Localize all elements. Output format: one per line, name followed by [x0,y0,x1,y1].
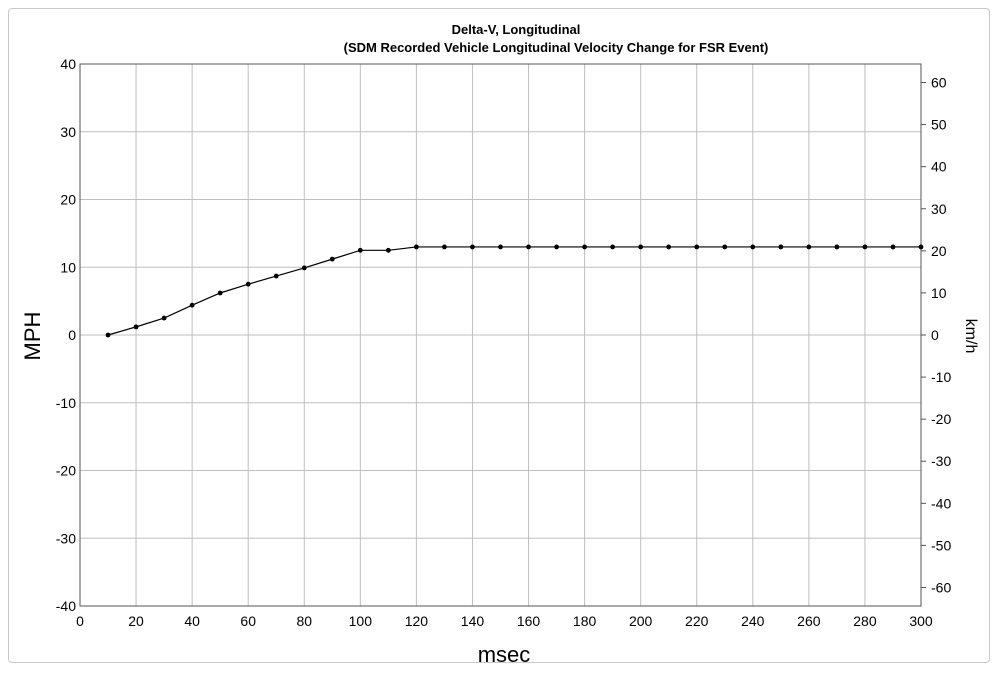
data-point [245,281,251,287]
y2-axis-label: km/h [962,319,979,354]
y2-tick-label: 50 [931,117,947,133]
data-point [273,273,279,279]
x-tick-label: 60 [240,613,256,629]
data-point [806,244,812,250]
data-point [638,244,644,250]
y2-tick-label: -30 [931,453,951,469]
x-axis-label: msec [478,642,531,667]
data-point [357,247,363,253]
data-point [217,290,223,296]
data-point [834,244,840,250]
y2-tick-label: -40 [931,495,951,511]
y2-tick-label: 40 [931,159,947,175]
y2-tick-label: 0 [931,327,939,343]
x-tick-label: 180 [573,613,597,629]
data-point [610,244,616,250]
data-point [750,244,756,250]
data-point [470,244,475,250]
chart-title: Delta-V, Longitudinal [452,22,581,37]
x-tick-label: 20 [128,613,144,629]
y2-tick-label: 20 [931,243,947,259]
data-point [329,256,335,262]
x-tick-label: 220 [685,613,709,629]
y-tick-label: 10 [60,259,76,275]
data-point [414,244,419,250]
x-tick-label: 240 [741,613,765,629]
x-tick-label: 140 [461,613,485,629]
y-tick-label: -40 [56,598,76,614]
data-point [890,244,896,250]
data-point [105,332,111,338]
y-tick-label: 20 [60,192,76,208]
x-tick-label: 120 [405,613,429,629]
chart-subtitle: (SDM Recorded Vehicle Longitudinal Veloc… [344,40,769,55]
data-point [133,324,139,330]
data-point [442,244,447,250]
y-tick-label: 30 [60,124,76,140]
y-tick-labels: -40 -30 -20 -10 0 10 20 30 40 [56,56,76,614]
x-tick-label: 260 [797,613,821,629]
y-tick-label: 40 [60,56,76,72]
data-point [582,244,587,250]
x-tick-label: 0 [76,613,84,629]
x-tick-label: 80 [296,613,312,629]
x-tick-label: 200 [629,613,653,629]
data-point [526,244,531,250]
chart-frame [8,8,990,663]
y2-tick-label: -60 [931,579,951,595]
y-tick-label: -30 [56,530,76,546]
data-point [778,244,784,250]
data-point [862,244,868,250]
data-point [161,315,167,321]
grid [79,63,922,607]
y2-tick-label: 10 [931,285,947,301]
y-tick-label: -10 [56,395,76,411]
y2-tick-label: -50 [931,537,951,553]
data-line [107,246,921,336]
y2-tick-label: -10 [931,369,951,385]
x-tick-label: 160 [517,613,541,629]
data-point [189,302,195,308]
y-tick-label: 0 [68,327,76,343]
x-tick-label: 40 [184,613,200,629]
data-point [694,244,700,250]
data-point [385,247,391,253]
y2-tick-labels: -60 -50 -40 -30 -20 -10 0 10 20 30 40 50 60 [921,75,951,595]
x-tick-labels: 0 20 40 60 80 100 120 140 160 180 200 220 240 260 280 3… [76,613,933,629]
y2-tick-label: 30 [931,201,947,217]
data-point [554,244,559,250]
data-point [301,265,307,271]
y2-tick-label: 60 [931,75,947,91]
y-axis-label: MPH [20,312,45,361]
y-tick-label: -20 [56,463,76,479]
data-point [722,244,728,250]
data-point [498,244,503,250]
x-tick-label: 100 [349,613,373,629]
x-tick-label: 280 [853,613,877,629]
y2-tick-label: -20 [931,411,951,427]
series-line [105,244,924,338]
x-tick-label: 300 [909,613,933,629]
data-point [918,244,924,250]
data-point [666,244,672,250]
